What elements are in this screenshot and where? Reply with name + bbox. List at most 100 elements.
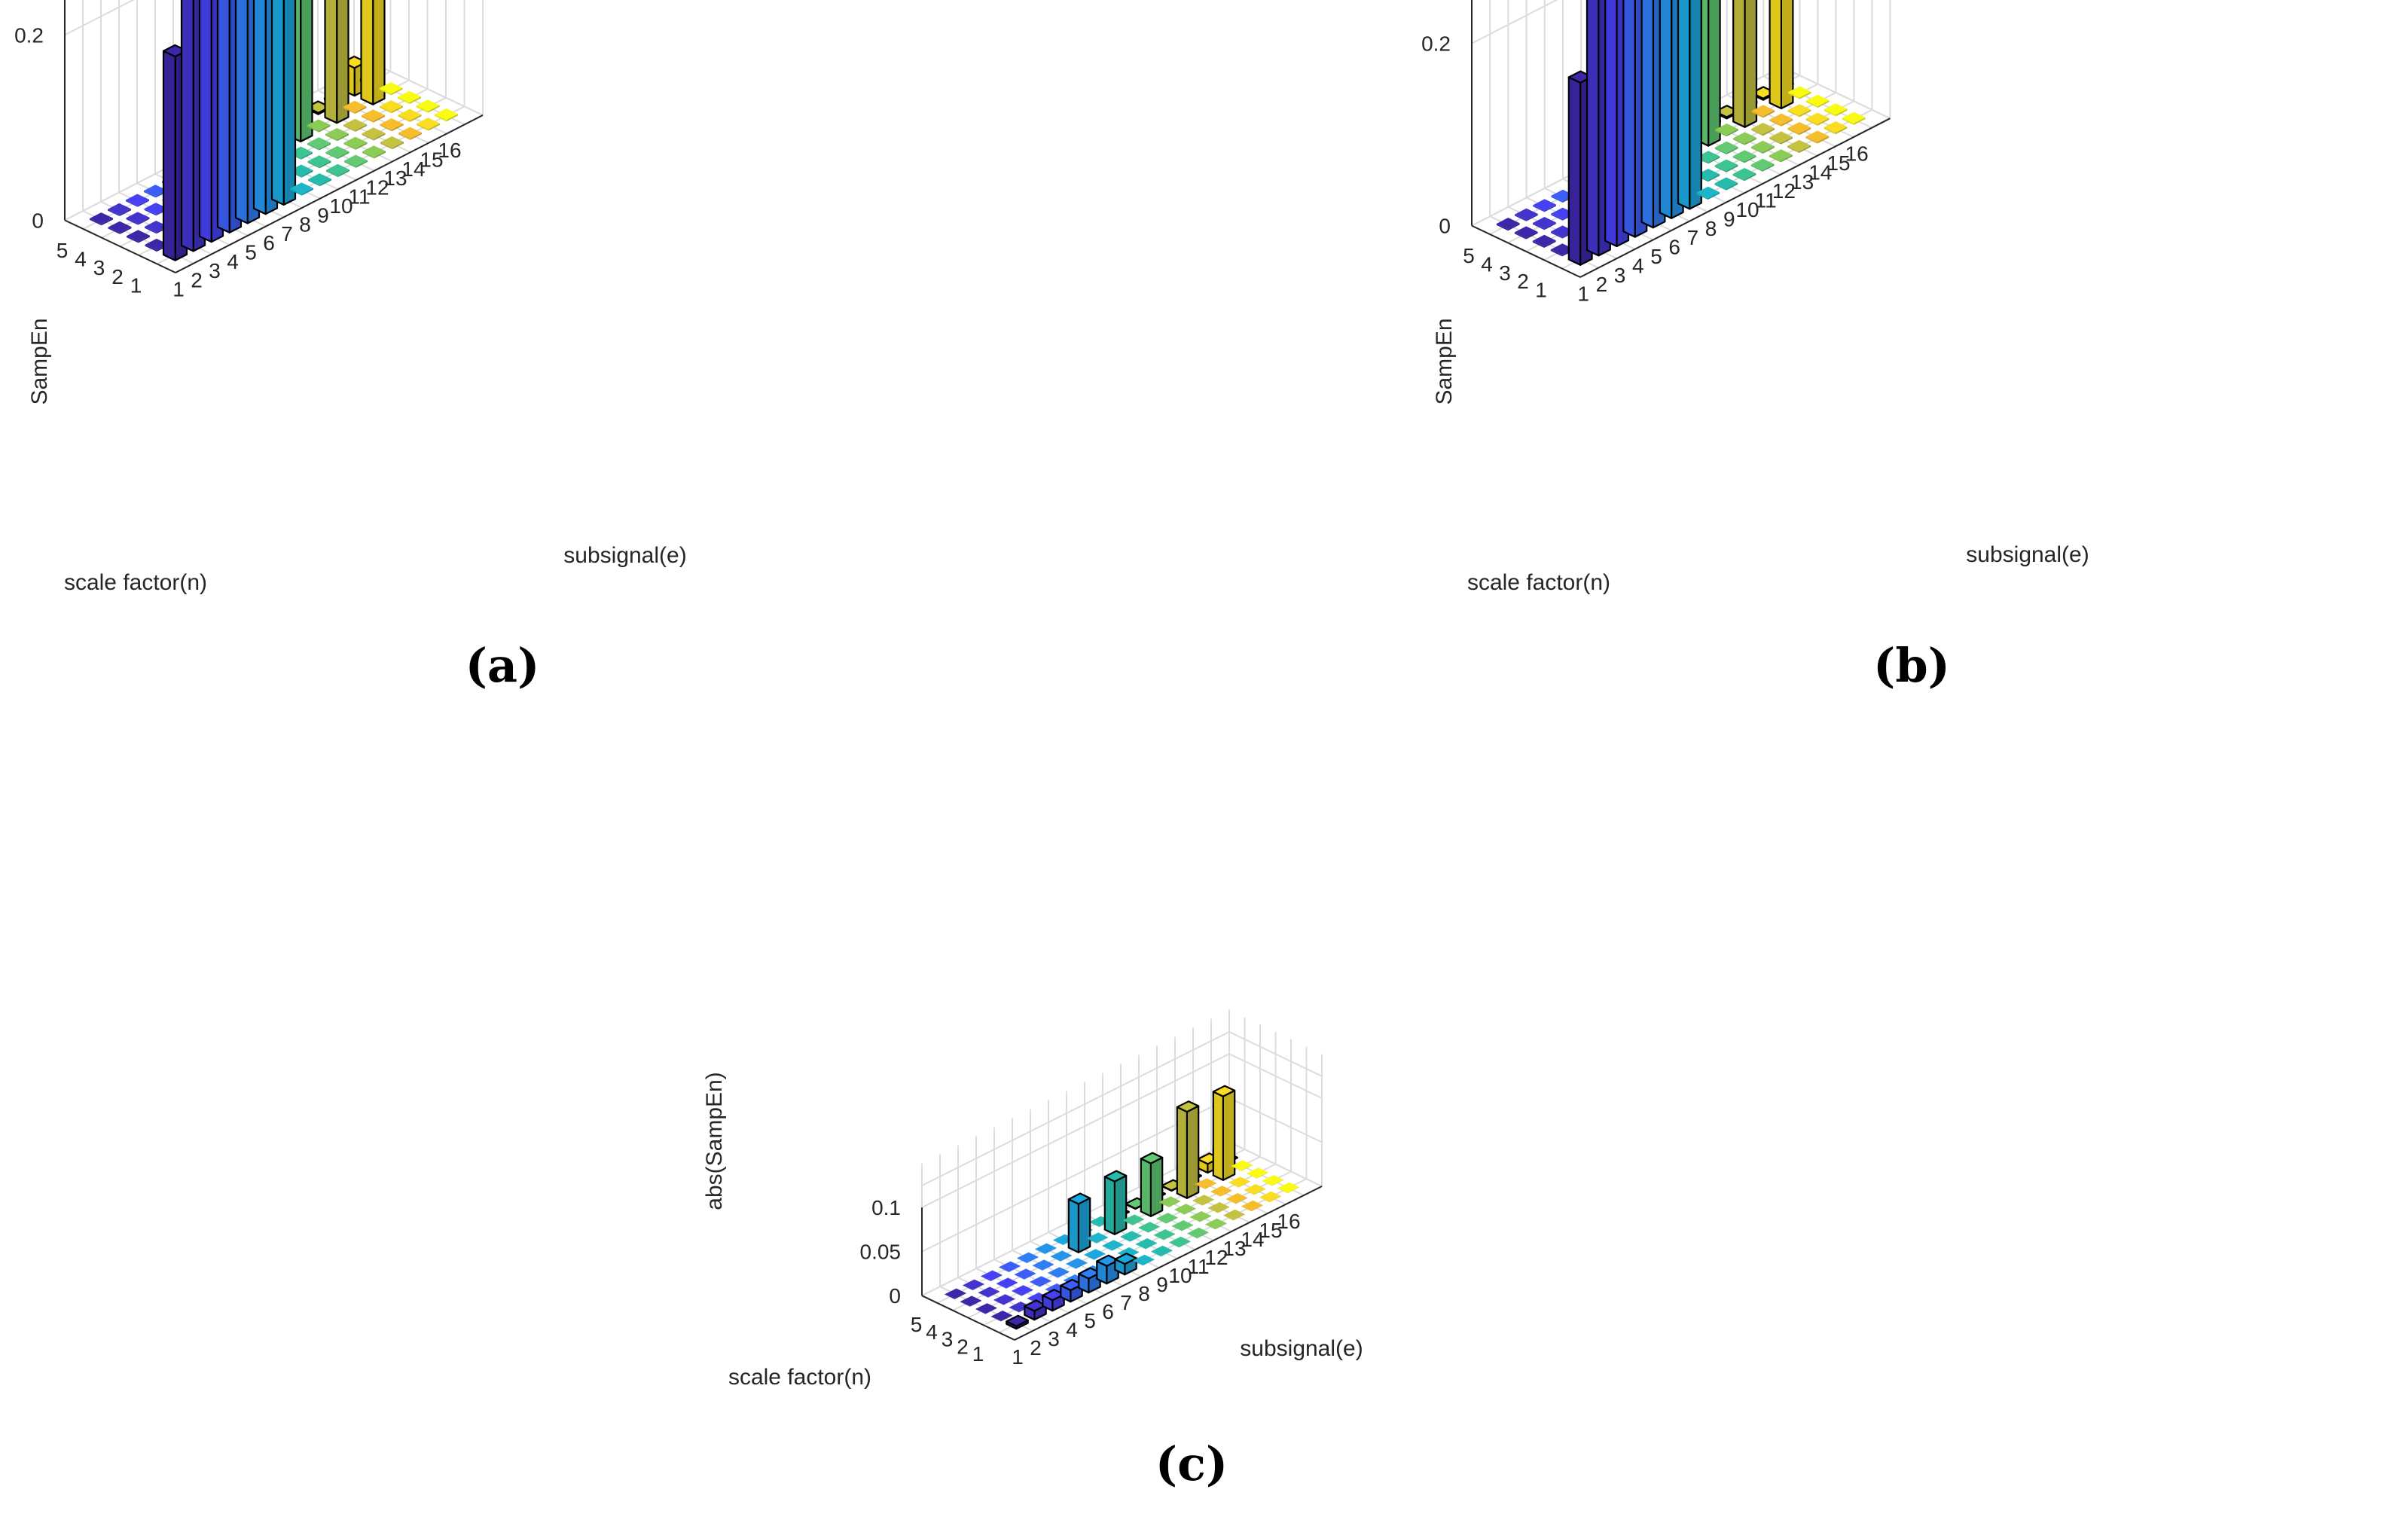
bar-e8-n1: [1696, 186, 1720, 200]
bar-e12-n3: [1733, 132, 1756, 145]
x-tick-label: 11: [1187, 1255, 1209, 1278]
bar-e1-n5: [945, 1288, 966, 1299]
x-axis-label: subsignal(e): [563, 543, 686, 568]
bar-e3-n3: [1012, 1285, 1033, 1296]
bar-e11-n1: [1750, 158, 1775, 172]
bar-e14-n4: [343, 100, 367, 114]
z-tick-label: 0.05: [860, 1241, 902, 1264]
bar-e16-n4: [379, 82, 403, 96]
bars: [945, 1085, 1299, 1330]
bar-e5-n3: [1048, 1267, 1070, 1278]
chart-panel-3: 1 2 3 4 5 6 7 8 9 101112131415161234500.050.1subs…: [702, 1009, 1363, 1491]
bar-e15-n3: [380, 100, 403, 114]
y-tick-label: 2: [957, 1335, 969, 1358]
x-tick-label: 2: [1030, 1336, 1042, 1360]
bar-e7-n1: [1677, 0, 1702, 210]
bar-e10-n3: [1138, 1222, 1160, 1233]
bar-e1-n5: [90, 212, 113, 226]
bar-e9-n1: [308, 173, 331, 187]
z-tick-label: 0.2: [1421, 32, 1451, 56]
z-axis-label: abs(SampEn): [702, 1072, 727, 1210]
bar-e15-n2: [1244, 1184, 1266, 1195]
bar-e8-n4: [1086, 1232, 1109, 1244]
bar-e11-n3: [307, 137, 331, 151]
chart-panel-1: 123456789101112131415161234500.20.4subsi…: [14, 0, 687, 693]
z-tick-label: 0: [1439, 215, 1451, 238]
x-tick-label: 2: [1596, 273, 1608, 296]
bar-e9-n1: [1151, 1245, 1173, 1257]
axes-lines: [64, 0, 484, 273]
bar-e16-n3: [1805, 94, 1830, 108]
bar-e14-n1: [1241, 1200, 1263, 1212]
x-tick-label: 12: [1772, 179, 1796, 203]
bar-e6-n4: [1050, 1250, 1073, 1262]
bar-e13-n3: [1751, 123, 1775, 136]
z-tick-label: 0.1: [871, 1196, 901, 1219]
x-axis-label: subsignal(e): [1240, 1336, 1363, 1361]
z-tick-label: 0.2: [14, 23, 44, 47]
bar-e14-n3: [1769, 113, 1793, 127]
x-tick-label: 11: [1755, 189, 1777, 212]
x-tick-label: 1: [1577, 282, 1589, 306]
bar-e16-n2: [1262, 1175, 1284, 1186]
y-tick-label: 4: [75, 248, 87, 271]
bar-e11-n2: [1171, 1220, 1194, 1231]
y-tick-label: 1: [130, 273, 142, 297]
bars: [1496, 0, 1866, 266]
x-tick-label: 16: [1845, 142, 1869, 166]
z-tick-label: 0: [32, 209, 44, 232]
bar-e13-n4: [324, 0, 349, 124]
x-tick-label: 1: [1012, 1345, 1024, 1369]
bar-e1-n2: [990, 1311, 1013, 1322]
y-axis-label: scale factor(n): [728, 1365, 871, 1390]
bar-e5-n5: [1017, 1252, 1039, 1263]
bar-e9-n2: [1135, 1238, 1158, 1250]
bar-e11-n1: [344, 154, 368, 168]
y-tick-label: 3: [942, 1328, 954, 1351]
bar-e11-n2: [325, 145, 349, 160]
bar-e11-n1: [1187, 1227, 1209, 1239]
bar-e1-n4: [108, 221, 132, 234]
bar-e12-n3: [325, 128, 349, 142]
bar-e14-n2: [380, 118, 404, 132]
bar-e1-n1: [1006, 1314, 1029, 1330]
bar-e16-n1: [435, 108, 458, 122]
x-tick-label: 9: [317, 203, 329, 227]
bar-e11-n3: [1156, 1213, 1178, 1224]
bar-e11-n2: [1732, 150, 1756, 163]
y-tick-label: 1: [972, 1342, 984, 1366]
bar-e15-n1: [417, 117, 440, 131]
bar-e12-n1: [1769, 149, 1793, 163]
bar-e9-n4: [1103, 1170, 1128, 1235]
x-tick-label: 10: [1168, 1264, 1192, 1287]
chart-panel-2: 123456789101112131415161234500.20.4subsi…: [1421, 0, 2089, 693]
bar-e2-n5: [108, 203, 131, 216]
x-tick-label: 2: [191, 268, 203, 291]
bar-e10-n1: [1169, 1236, 1191, 1248]
x-tick-label: 15: [1259, 1219, 1282, 1242]
bar-e16-n4: [1787, 86, 1811, 99]
bar-e8-n1: [290, 182, 313, 196]
bar-e10-n4: [1122, 1214, 1145, 1225]
bar-e13-n3: [1192, 1195, 1214, 1206]
x-tick-label: 9: [1723, 207, 1735, 230]
bar-e3-n5: [126, 194, 149, 207]
bar-e3-n4: [996, 1277, 1018, 1289]
x-tick-label: 16: [438, 139, 461, 162]
x-tick-label: 7: [281, 222, 293, 246]
x-tick-label: 9: [1156, 1273, 1168, 1296]
x-tick-label: 5: [245, 241, 257, 264]
bar-e3-n5: [1533, 199, 1556, 212]
bar-e16-n2: [416, 99, 440, 113]
bar-e5-n4: [1032, 1259, 1054, 1271]
x-tick-label: 8: [299, 213, 311, 237]
bar-e14-n2: [1787, 122, 1811, 136]
bar-e7-n1: [1114, 1253, 1137, 1276]
x-tick-label: 3: [1614, 264, 1626, 287]
y-tick-label: 1: [1535, 279, 1547, 302]
y-tick-label: 3: [1499, 261, 1511, 285]
bar-e12-n4: [307, 119, 331, 133]
bar-e13-n3: [343, 118, 367, 132]
